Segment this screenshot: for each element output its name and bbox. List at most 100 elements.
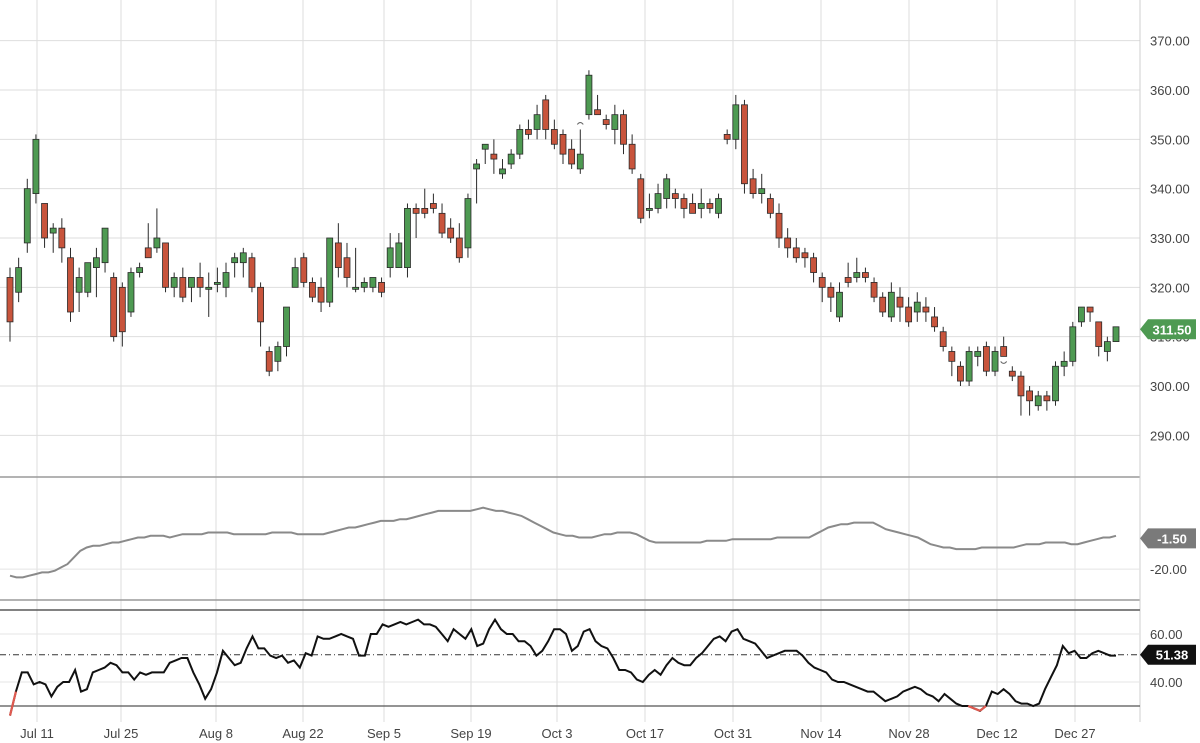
candle-body bbox=[41, 203, 48, 239]
x-axis-tick-label: Sep 19 bbox=[450, 726, 491, 741]
x-axis-tick-label: Jul 11 bbox=[20, 726, 54, 741]
candle-body bbox=[896, 296, 904, 308]
oscillator-oversold-segment bbox=[967, 704, 975, 710]
oscillator-value-badge-text: 51.38 bbox=[1156, 648, 1189, 663]
oscillator-axis-tick-label: 40.00 bbox=[1150, 675, 1183, 690]
candle-body bbox=[6, 277, 14, 323]
candle-body bbox=[1069, 326, 1077, 362]
candle-body bbox=[723, 133, 731, 140]
indicator-axis-tick-label: -20.00 bbox=[1150, 562, 1187, 577]
extreme-marker bbox=[1000, 361, 1008, 364]
extreme-marker bbox=[576, 121, 584, 125]
candle-body bbox=[110, 277, 118, 338]
candle-body bbox=[179, 277, 187, 298]
candle-body bbox=[222, 272, 230, 288]
candle-body bbox=[887, 291, 895, 318]
candle-body bbox=[507, 153, 515, 165]
candle-body bbox=[585, 74, 593, 116]
indicator-value-badge-text: -1.50 bbox=[1157, 531, 1187, 546]
candle-body bbox=[136, 267, 144, 273]
candle-body bbox=[257, 286, 264, 323]
candle-body bbox=[15, 267, 23, 293]
candle-body bbox=[162, 242, 169, 288]
candle-body bbox=[671, 193, 679, 199]
price-axis-tick-label: 370.00 bbox=[1150, 34, 1190, 49]
candle-body bbox=[637, 178, 645, 219]
indicator-value-badge: -1.50 bbox=[1140, 528, 1196, 549]
candle-body bbox=[412, 207, 420, 214]
candle-body bbox=[922, 306, 930, 313]
candle-body bbox=[170, 277, 178, 288]
indicator-line bbox=[9, 506, 1117, 579]
candle-body bbox=[991, 351, 999, 372]
candle-body bbox=[153, 237, 161, 249]
candle-body bbox=[75, 277, 83, 293]
candle-body bbox=[1034, 395, 1042, 407]
candle-body bbox=[429, 203, 437, 209]
candle-body bbox=[620, 114, 627, 145]
candle-body bbox=[516, 129, 524, 155]
candle-body bbox=[550, 129, 558, 145]
candle-body bbox=[568, 148, 576, 165]
candle-body bbox=[205, 286, 213, 290]
candle-body bbox=[265, 351, 273, 372]
candle-body bbox=[58, 227, 66, 249]
candle-body bbox=[455, 237, 463, 259]
candle-body bbox=[741, 104, 748, 185]
candle-body bbox=[23, 188, 31, 244]
candle-body bbox=[248, 257, 256, 288]
candle-body bbox=[1000, 346, 1008, 357]
price-axis-tick-label: 360.00 bbox=[1150, 83, 1190, 98]
candle-body bbox=[317, 286, 325, 303]
candle-body bbox=[309, 281, 316, 298]
candle-body bbox=[378, 281, 385, 293]
candle-body bbox=[680, 198, 688, 209]
candle-body bbox=[213, 281, 221, 285]
candle-body bbox=[905, 306, 913, 323]
candle-body bbox=[101, 227, 109, 264]
candle-body bbox=[334, 242, 342, 269]
candle-body bbox=[395, 242, 403, 269]
candle-body bbox=[274, 346, 282, 362]
candle-body bbox=[84, 262, 92, 293]
candle-body bbox=[628, 143, 636, 170]
x-axis-tick-label: Aug 22 bbox=[282, 726, 323, 741]
candle-body bbox=[706, 203, 714, 209]
candle-body bbox=[118, 286, 126, 333]
candle-body bbox=[1103, 341, 1111, 352]
last-price-badge-shape bbox=[1140, 319, 1196, 340]
candle-body bbox=[49, 227, 57, 234]
candle-body bbox=[879, 296, 887, 313]
candle-body bbox=[646, 207, 653, 211]
candle-body bbox=[576, 153, 584, 170]
candle-body bbox=[481, 143, 489, 150]
candle-body bbox=[758, 188, 766, 195]
candle-body bbox=[239, 252, 247, 264]
candle-body bbox=[844, 277, 852, 283]
candle-body bbox=[775, 212, 783, 239]
x-axis-tick-label: Dec 12 bbox=[976, 726, 1017, 741]
candle-body bbox=[360, 281, 368, 288]
candle-body bbox=[965, 351, 973, 382]
candle-body bbox=[948, 351, 956, 362]
candle-body bbox=[957, 365, 964, 382]
x-axis-tick-label: Jul 25 bbox=[104, 726, 139, 741]
x-axis-tick-label: Nov 28 bbox=[888, 726, 929, 741]
price-axis-tick-label: 350.00 bbox=[1150, 132, 1190, 147]
candle-body bbox=[1086, 306, 1094, 313]
candle-body bbox=[982, 346, 990, 372]
x-axis-tick-label: Oct 3 bbox=[541, 726, 572, 741]
candle-body bbox=[326, 237, 334, 303]
axes: Jul 11 Jul 25 Aug 8 Aug 22 Sep 5 Sep 19 Oct 3 O… bbox=[20, 34, 1190, 741]
oscillator-oversold-segment bbox=[979, 705, 987, 712]
candle-body bbox=[1095, 321, 1103, 347]
candle-body bbox=[810, 257, 817, 273]
indicator-panel bbox=[9, 506, 1117, 579]
candle-body bbox=[464, 198, 472, 249]
candle-body bbox=[127, 272, 135, 313]
candle-body bbox=[974, 351, 982, 357]
candle-body bbox=[1112, 326, 1120, 342]
candle-body bbox=[870, 281, 878, 298]
candle-body bbox=[32, 138, 40, 194]
